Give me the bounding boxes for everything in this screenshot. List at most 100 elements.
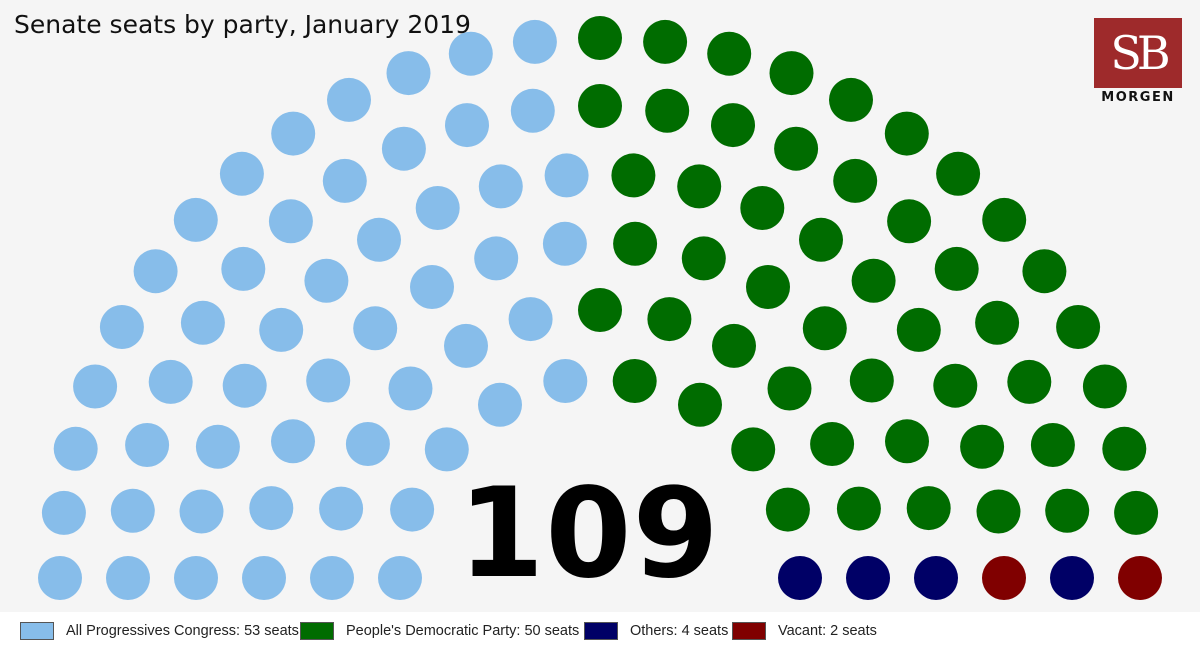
seat-apc xyxy=(53,426,98,471)
seat-pdp xyxy=(712,323,756,368)
seat-pdp xyxy=(802,306,847,351)
seat-apc xyxy=(148,359,193,404)
seat-pdp xyxy=(1082,364,1127,409)
seat-apc xyxy=(133,249,178,294)
seat-apc xyxy=(386,51,431,96)
seat-pdp xyxy=(887,199,932,244)
legend-swatch-apc xyxy=(20,622,54,640)
seat-apc xyxy=(474,236,519,281)
legend-swatch-pdp xyxy=(300,622,334,640)
seat-apc xyxy=(381,126,426,171)
seat-apc xyxy=(542,221,587,266)
seat-apc xyxy=(110,488,155,533)
seat-vacant xyxy=(982,556,1026,600)
seat-others xyxy=(1050,556,1094,600)
seat-apc xyxy=(271,111,316,156)
seat-apc xyxy=(242,556,286,600)
seat-pdp xyxy=(769,51,814,96)
seat-pdp xyxy=(885,419,929,464)
seat-pdp xyxy=(1007,359,1052,404)
seat-pdp xyxy=(578,16,622,60)
seat-apc xyxy=(478,164,523,209)
seat-others xyxy=(846,556,890,600)
seat-pdp xyxy=(746,265,790,309)
seat-apc xyxy=(357,217,401,262)
chart-title: Senate seats by party, January 2019 xyxy=(14,10,471,39)
seat-apc xyxy=(478,382,522,427)
legend-item-vacant: Vacant: 2 seats xyxy=(732,622,877,640)
legend-label-vacant: Vacant: 2 seats xyxy=(778,623,877,639)
seat-vacant xyxy=(1118,556,1162,600)
seat-apc xyxy=(345,422,390,466)
seat-apc xyxy=(327,77,371,122)
seat-apc xyxy=(378,556,422,600)
seat-pdp xyxy=(849,358,894,403)
seat-pdp xyxy=(975,300,1020,345)
seat-others xyxy=(914,556,958,600)
seat-apc xyxy=(259,307,304,352)
seat-pdp xyxy=(677,164,722,209)
seat-pdp xyxy=(612,359,657,403)
seat-pdp xyxy=(884,111,929,156)
seat-pdp xyxy=(933,363,978,408)
seat-apc xyxy=(388,366,433,411)
seat-pdp xyxy=(1102,426,1147,471)
legend-swatch-vacant xyxy=(732,622,766,640)
legend-label-apc: All Progressives Congress: 53 seats xyxy=(66,623,299,639)
seat-apc xyxy=(180,300,225,345)
legend-label-pdp: People's Democratic Party: 50 seats xyxy=(346,623,580,639)
total-seats-label: 109 xyxy=(458,462,720,606)
seat-pdp xyxy=(767,366,812,411)
seat-apc xyxy=(410,265,454,309)
seat-pdp xyxy=(976,489,1021,534)
seat-apc xyxy=(415,186,460,230)
seat-pdp xyxy=(936,151,981,196)
logo-mark: SB xyxy=(1094,18,1182,88)
seat-pdp xyxy=(896,307,941,352)
seat-apc xyxy=(221,246,266,291)
legend-swatch-others xyxy=(584,622,618,640)
seat-pdp xyxy=(1030,423,1075,467)
seat-others xyxy=(778,556,822,600)
seat-apc xyxy=(448,31,493,76)
legend-item-pdp: People's Democratic Party: 50 seats xyxy=(300,622,579,640)
seat-apc xyxy=(125,423,170,467)
seat-pdp xyxy=(647,297,692,342)
seat-pdp xyxy=(613,221,658,266)
seat-pdp xyxy=(836,486,881,531)
seat-pdp xyxy=(645,88,690,133)
seat-pdp xyxy=(611,153,656,198)
seat-apc xyxy=(38,556,82,600)
seat-pdp xyxy=(829,77,873,122)
legend-label-others: Others: 4 seats xyxy=(630,623,729,639)
seat-apc xyxy=(319,486,364,531)
seat-apc xyxy=(173,197,218,242)
seat-pdp xyxy=(906,486,951,531)
seat-pdp xyxy=(934,246,979,291)
seat-apc xyxy=(179,489,224,534)
seat-apc xyxy=(543,359,588,403)
seat-pdp xyxy=(711,103,755,148)
seat-pdp xyxy=(678,382,722,427)
seat-apc xyxy=(271,419,315,464)
seat-apc xyxy=(424,427,469,472)
seat-pdp xyxy=(740,186,785,230)
legend-item-others: Others: 4 seats xyxy=(584,622,728,640)
seat-apc xyxy=(306,358,351,403)
legend: All Progressives Congress: 53 seats Peop… xyxy=(0,612,1200,663)
seat-pdp xyxy=(578,288,622,332)
seat-pdp xyxy=(1045,488,1090,533)
seat-apc xyxy=(219,151,264,196)
seat-apc xyxy=(99,305,144,349)
seat-pdp xyxy=(643,19,688,64)
seat-apc xyxy=(445,103,489,148)
legend-item-apc: All Progressives Congress: 53 seats xyxy=(20,622,299,640)
seat-apc xyxy=(41,490,86,535)
seat-apc xyxy=(174,556,218,600)
seat-pdp xyxy=(960,424,1005,469)
seat-apc xyxy=(544,153,589,198)
seat-apc xyxy=(304,258,349,303)
seat-pdp xyxy=(799,217,843,262)
seat-apc xyxy=(310,556,354,600)
seat-pdp xyxy=(731,427,776,472)
